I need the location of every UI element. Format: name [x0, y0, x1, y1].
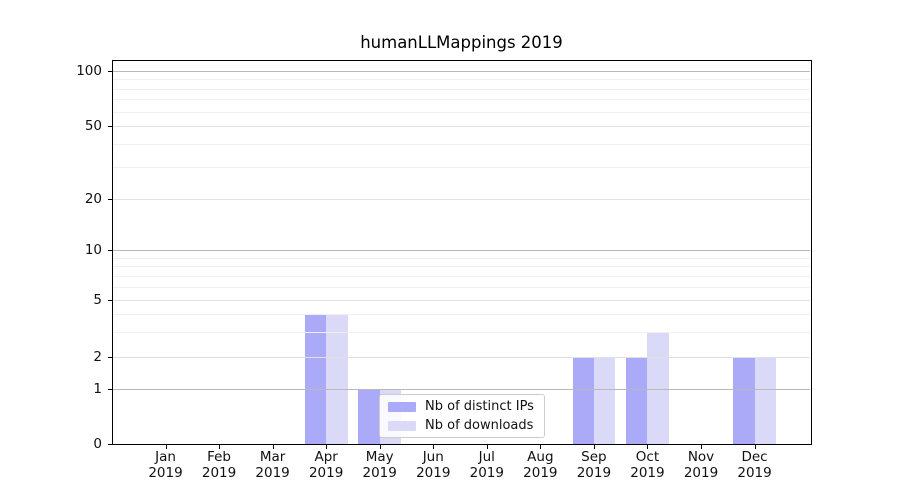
- gridline-minor-70: [113, 99, 810, 100]
- gridline-50: [113, 126, 810, 127]
- gridline-minor-3: [113, 332, 810, 333]
- gridline-minor-6: [113, 287, 810, 288]
- y-tick-mark-1: [108, 389, 112, 390]
- x-tick-label-may: May 2019: [362, 449, 397, 481]
- gridline-10: [113, 250, 810, 251]
- legend-item-downloads: Nb of downloads: [388, 418, 544, 433]
- gridline-minor-8: [113, 266, 810, 267]
- bar-distinct-ips-sep: [572, 357, 594, 444]
- y-tick-mark-5: [108, 300, 112, 301]
- y-tick-label-10: 10: [84, 242, 102, 259]
- x-tick-mark-sep: [593, 445, 595, 449]
- x-tick-label-aug: Aug 2019: [523, 449, 558, 481]
- y-tick-label-1: 1: [93, 380, 102, 397]
- y-tick-label-50: 50: [84, 118, 102, 134]
- x-tick-label-jul: Jul 2019: [469, 449, 504, 481]
- x-tick-mark-apr: [326, 445, 328, 449]
- y-tick-label-100: 100: [76, 63, 102, 79]
- y-tick-mark-2: [108, 357, 112, 358]
- x-tick-mark-jun: [433, 445, 435, 449]
- y-tick-label-20: 20: [84, 191, 102, 207]
- gridline-minor-30: [113, 167, 810, 168]
- x-tick-label-sep: Sep 2019: [576, 449, 612, 481]
- gridline-2: [113, 357, 810, 358]
- x-tick-label-feb: Feb 2019: [201, 449, 237, 481]
- y-tick-mark-100: [108, 71, 112, 72]
- x-tick-mark-feb: [219, 445, 221, 449]
- gridline-minor-7: [113, 276, 810, 277]
- y-tick-mark-50: [108, 126, 112, 127]
- x-tick-mark-jan: [165, 445, 167, 449]
- x-tick-label-jan: Jan 2019: [148, 449, 183, 481]
- gridline-minor-4: [113, 314, 810, 315]
- gridline-minor-40: [113, 144, 810, 145]
- gridline-20: [113, 199, 810, 200]
- x-tick-label-apr: Apr 2019: [308, 449, 344, 481]
- x-tick-mark-may: [379, 445, 381, 449]
- legend-swatch-downloads: [388, 420, 416, 431]
- x-tick-mark-dec: [754, 445, 756, 449]
- x-tick-label-nov: Nov 2019: [683, 449, 719, 481]
- bar-distinct-ips-dec: [733, 357, 755, 444]
- bar-distinct-ips-may: [358, 388, 380, 444]
- bar-distinct-ips-oct: [626, 357, 648, 444]
- y-tick-mark-10: [108, 250, 112, 251]
- gridline-minor-90: [113, 79, 810, 80]
- gridline-5: [113, 300, 810, 301]
- x-tick-mark-aug: [540, 445, 542, 449]
- bar-downloads-dec: [754, 357, 776, 444]
- legend-label-downloads: Nb of downloads: [425, 418, 534, 433]
- x-tick-label-oct: Oct 2019: [630, 449, 665, 481]
- gridline-100: [113, 71, 810, 72]
- x-tick-mark-nov: [701, 445, 702, 449]
- bar-downloads-apr: [326, 313, 348, 444]
- gridline-minor-60: [113, 112, 810, 113]
- plot-area: [112, 60, 812, 445]
- y-tick-mark-20: [108, 199, 112, 200]
- x-tick-mark-mar: [272, 445, 274, 449]
- y-tick-label-0: 0: [93, 436, 102, 452]
- x-tick-label-mar: Mar 2019: [255, 449, 290, 481]
- legend: Nb of distinct IPs Nb of downloads: [379, 394, 545, 438]
- legend-item-distinct-ips: Nb of distinct IPs: [388, 399, 544, 414]
- legend-label-distinct-ips: Nb of distinct IPs: [425, 399, 534, 414]
- legend-swatch-distinct-ips: [388, 401, 416, 412]
- y-tick-mark-0: [108, 444, 112, 445]
- gridline-1: [113, 389, 810, 390]
- bar-downloads-oct: [647, 331, 669, 444]
- bar-downloads-sep: [593, 357, 616, 444]
- chart-title: humanLLMappings 2019: [360, 33, 563, 52]
- x-tick-label-jun: Jun 2019: [416, 449, 451, 481]
- y-tick-label-2: 2: [93, 349, 102, 365]
- x-tick-mark-jul: [486, 445, 488, 449]
- x-tick-label-dec: Dec 2019: [737, 449, 772, 481]
- gridline-minor-80: [113, 89, 810, 90]
- gridline-minor-9: [113, 258, 810, 259]
- x-tick-mark-oct: [647, 445, 649, 449]
- bar-distinct-ips-apr: [304, 313, 327, 444]
- y-tick-label-5: 5: [93, 292, 102, 308]
